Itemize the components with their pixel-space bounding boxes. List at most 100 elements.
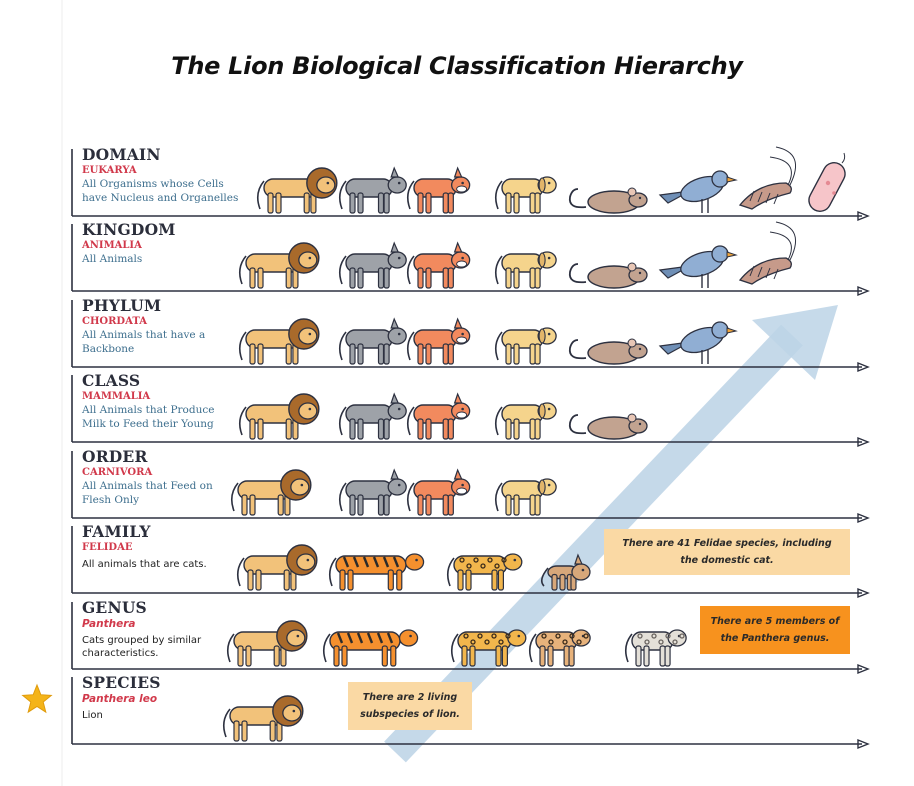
rank-description: have Nucleus and Organelles — [82, 192, 239, 204]
rank-description: All Animals that Produce — [82, 404, 215, 416]
rank-description: characteristics. — [82, 648, 159, 659]
rank-description: All Animals that Feed on — [82, 480, 213, 492]
taxon-name: Panthera leo — [82, 693, 158, 705]
level-label-domain: DOMAIN EUKARYA All Organisms whose Cells ha… — [82, 146, 257, 205]
wolf-icon — [338, 241, 407, 289]
fox-icon — [406, 166, 471, 214]
rank-description: Flesh Only — [82, 494, 140, 506]
lion-icon — [256, 167, 338, 214]
row-axis-arrowhead — [857, 587, 870, 599]
level-row-genus — [71, 602, 870, 675]
star-icon — [21, 683, 53, 714]
leopard-icon — [446, 553, 523, 591]
wolf-icon — [338, 317, 407, 365]
fox-icon — [406, 317, 471, 365]
lion-icon — [222, 695, 304, 742]
fox-icon — [406, 241, 471, 289]
shrimp-icon — [738, 146, 797, 210]
tiger-icon — [322, 629, 419, 667]
wolf-icon — [338, 468, 407, 516]
row-axis-arrowhead — [857, 210, 870, 222]
lion-icon — [226, 620, 308, 667]
rank-name: SPECIES — [82, 673, 161, 692]
lion-icon — [238, 318, 320, 365]
rank-name: DOMAIN — [82, 145, 161, 164]
lion-icon — [238, 393, 320, 440]
rank-description: All animals that are cats. — [82, 559, 207, 570]
taxon-name: MAMMALIA — [82, 391, 151, 402]
taxon-name: ANIMALIA — [82, 240, 142, 251]
fox-icon — [406, 468, 471, 516]
taxon-name: CARNIVORA — [82, 467, 153, 478]
dog-icon — [494, 402, 557, 440]
lion-icon — [236, 544, 318, 591]
lion-icon — [230, 469, 312, 516]
note-genus: There are 5 members of the Panthera genu… — [700, 606, 850, 654]
row-axis-arrowhead — [857, 361, 870, 373]
note-family: There are 41 Felidae species, including … — [604, 529, 850, 575]
fox-icon — [406, 392, 471, 440]
rank-name: GENUS — [82, 598, 147, 617]
wolf-icon — [338, 166, 407, 214]
note-species: There are 2 living subspecies of lion. — [348, 682, 472, 730]
level-row-phylum — [71, 300, 870, 373]
row-axis-arrowhead — [857, 663, 870, 675]
dog-icon — [494, 478, 557, 516]
rank-name: FAMILY — [82, 522, 151, 541]
shrimp-icon — [738, 221, 797, 285]
dog-icon — [494, 176, 557, 214]
rank-name: ORDER — [82, 447, 148, 466]
level-label-family: FAMILY FELIDAE All animals that are cats. — [82, 523, 257, 571]
level-row-family — [71, 526, 870, 599]
rat-icon — [568, 187, 648, 214]
level-label-genus: GENUS Panthera Cats grouped by similar char… — [82, 599, 257, 660]
rank-description: Milk to Feed their Young — [82, 418, 214, 430]
rank-description: Backbone — [82, 343, 135, 355]
level-row-species — [71, 677, 870, 750]
lion-icon — [238, 242, 320, 289]
snow-leopard-icon — [624, 629, 687, 667]
rank-name: KINGDOM — [82, 220, 176, 239]
level-label-phylum: PHYLUM CHORDATA All Animals that have a Bac… — [82, 297, 257, 356]
row-axis-arrowhead — [857, 436, 870, 448]
page-title: The Lion Biological Classification Hiera… — [171, 52, 743, 80]
rank-description: All Organisms whose Cells — [82, 178, 224, 190]
rank-description: All Animals that have a — [82, 329, 206, 341]
level-row-domain — [71, 146, 870, 222]
level-label-class: CLASS MAMMALIA All Animals that Produce Mil… — [82, 372, 257, 431]
jaguar-icon — [528, 629, 591, 667]
rank-description: Lion — [82, 710, 103, 721]
dog-icon — [494, 251, 557, 289]
taxon-name: Panthera — [82, 618, 136, 630]
bird-icon — [658, 170, 738, 213]
dog-icon — [494, 327, 557, 365]
row-axis-arrowhead — [857, 285, 870, 297]
taxon-name: FELIDAE — [82, 542, 133, 553]
level-label-order: ORDER CARNIVORA All Animals that Feed on Fl… — [82, 448, 257, 507]
level-label-kingdom: KINGDOM ANIMALIA All Animals — [82, 221, 257, 266]
bacterium-icon — [808, 152, 846, 212]
rank-description: All Animals — [82, 253, 143, 265]
rank-name: PHYLUM — [82, 296, 162, 315]
level-row-kingdom — [71, 221, 870, 297]
rat-icon — [568, 262, 648, 289]
rank-name: CLASS — [82, 371, 141, 390]
rat-icon — [568, 338, 648, 365]
leopard-icon — [450, 629, 527, 667]
level-label-species: SPECIES Panthera leo Lion — [82, 674, 257, 722]
row-axis-arrowhead — [857, 738, 870, 750]
level-row-order — [71, 451, 870, 524]
bird-icon — [658, 245, 738, 288]
row-axis-arrowhead — [857, 512, 870, 524]
level-row-class — [71, 375, 870, 448]
wolf-icon — [338, 392, 407, 440]
tiger-icon — [328, 553, 425, 591]
rat-icon — [568, 413, 648, 440]
taxon-name: CHORDATA — [82, 316, 147, 327]
taxon-name: EUKARYA — [82, 165, 137, 176]
bird-icon — [658, 321, 738, 364]
lynx-icon — [540, 553, 591, 591]
rank-description: Cats grouped by similar — [82, 635, 202, 646]
